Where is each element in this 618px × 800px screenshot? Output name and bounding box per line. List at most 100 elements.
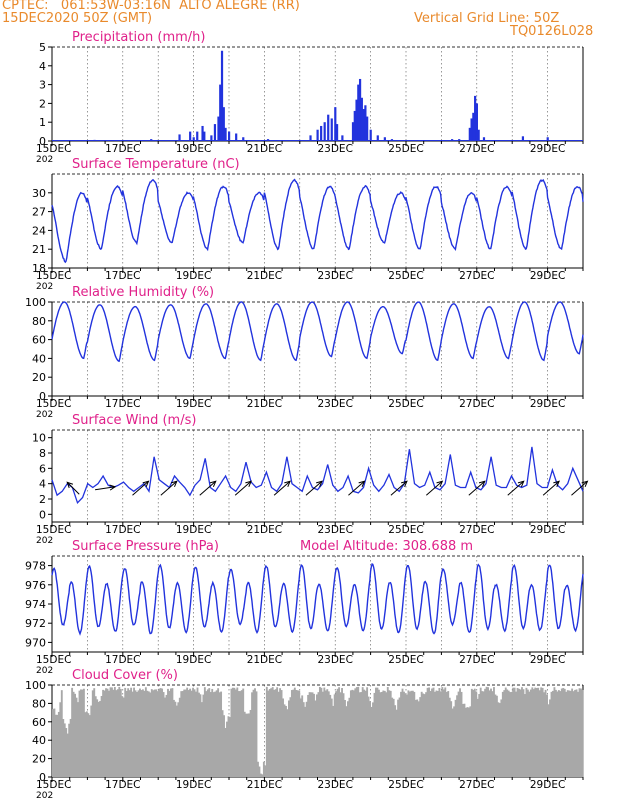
- x-tick-label: 25DEC: [388, 779, 423, 791]
- panel-title: Surface Temperature (nC): [72, 157, 240, 172]
- cloud-bar: [326, 689, 329, 777]
- cloud-bar: [361, 687, 364, 777]
- humidity-line: [51, 301, 584, 363]
- cloud-bar: [504, 687, 507, 777]
- cloud-bar: [466, 707, 469, 777]
- cloud-bar: [75, 697, 78, 777]
- wind-arrow-head: [581, 480, 589, 487]
- cloud-bar: [419, 697, 422, 777]
- cloud-bar: [234, 689, 237, 777]
- cloud-bar: [436, 690, 439, 777]
- wind-arrow: [95, 486, 116, 491]
- cloud-bar: [77, 702, 79, 777]
- cloud-bar: [125, 690, 128, 777]
- cloud-bar: [509, 692, 512, 777]
- cloud-bar: [441, 687, 444, 777]
- wind-arrow: [66, 481, 80, 495]
- wind-arrow-head: [316, 480, 323, 487]
- cloud-bar: [172, 699, 175, 777]
- cloud-bar: [487, 687, 489, 777]
- panel-title: Surface Wind (m/s): [72, 413, 196, 428]
- precip-bar: [217, 116, 220, 141]
- cloud-bar: [158, 688, 161, 777]
- panel-2: [48, 301, 584, 401]
- cloud-bar: [532, 689, 535, 777]
- precip-bar: [323, 122, 326, 141]
- precip-bar: [189, 131, 192, 141]
- cloud-bar: [392, 698, 395, 777]
- cloud-bar: [186, 687, 189, 777]
- x-tick-label: 23DEC: [317, 654, 352, 666]
- cloud-bar: [80, 689, 82, 777]
- precip-bar: [351, 122, 355, 141]
- y-tick-label: 40: [32, 734, 46, 747]
- cloud-bar: [63, 723, 66, 777]
- x-tick-label: 19DEC: [176, 270, 211, 282]
- x-tick-label: 15DEC: [36, 779, 71, 791]
- cloud-bar: [339, 692, 342, 777]
- precip-bar: [201, 125, 204, 141]
- cloud-bar: [302, 702, 305, 777]
- cloud-bar: [414, 699, 417, 777]
- cloud-bar: [212, 692, 215, 777]
- cloud-bar: [199, 694, 202, 777]
- cloud-bar: [577, 691, 579, 777]
- cloud-bar: [258, 766, 261, 777]
- x-tick-label: 25DEC: [388, 524, 423, 536]
- cloud-bar: [348, 697, 351, 777]
- y-tick-label: 974: [25, 598, 46, 611]
- cloud-bar: [398, 697, 401, 777]
- cloud-bar: [417, 701, 420, 777]
- cloud-bar: [305, 701, 308, 777]
- cloud-bar: [220, 691, 223, 777]
- cloud-bar: [562, 687, 565, 777]
- grid-line-note: Vertical Grid Line: 50Z: [414, 11, 560, 26]
- y-tick-label: 8: [39, 447, 46, 460]
- cloud-bar: [372, 702, 374, 777]
- cloud-bar: [572, 691, 575, 777]
- cloud-bar: [341, 688, 343, 777]
- cloud-bar: [307, 694, 310, 777]
- cloud-bar: [122, 697, 125, 777]
- cloud-bar: [202, 694, 205, 777]
- cloud-bar: [181, 691, 184, 777]
- precip-bar: [192, 137, 195, 141]
- cloud-bar: [410, 690, 413, 777]
- cloud-bar: [442, 689, 445, 777]
- y-tick-label: 976: [25, 579, 46, 592]
- x-tick-label: 15DEC: [36, 524, 71, 536]
- cloud-bar: [183, 689, 186, 777]
- cloud-bar: [332, 705, 335, 777]
- cloud-bar: [218, 692, 221, 777]
- cloud-bar: [578, 688, 581, 777]
- cloud-bar: [102, 689, 105, 777]
- cloud-bar: [426, 687, 429, 777]
- cloud-bar: [288, 700, 290, 777]
- cloud-bar: [425, 692, 428, 777]
- cloud-bar: [352, 690, 355, 777]
- x-tick-label: 25DEC: [388, 398, 423, 410]
- wind-arrow-head: [109, 484, 117, 491]
- cloud-bar: [512, 687, 515, 777]
- cloud-bar: [175, 705, 178, 777]
- cloud-bar: [550, 691, 553, 777]
- cloud-bar: [444, 687, 447, 777]
- cloud-bar: [329, 694, 332, 777]
- cloud-bar: [327, 691, 330, 777]
- cloud-bar: [438, 687, 441, 777]
- cloud-bar: [413, 691, 416, 777]
- cloud-bar: [345, 706, 348, 777]
- wind-speed-line: [51, 446, 584, 505]
- precip-bar: [364, 105, 367, 141]
- cloud-bar: [190, 690, 193, 777]
- precip-bar: [482, 137, 486, 141]
- cloud-bar: [136, 691, 138, 777]
- cloud-bar: [113, 687, 116, 777]
- cloud-bar: [97, 701, 100, 777]
- cloud-bar: [395, 709, 398, 777]
- cloud-bar: [484, 688, 487, 777]
- cloud-bar: [54, 714, 57, 777]
- y-tick-label: 80: [32, 315, 46, 328]
- cloud-bar: [146, 690, 149, 777]
- cloud-bar: [165, 694, 168, 777]
